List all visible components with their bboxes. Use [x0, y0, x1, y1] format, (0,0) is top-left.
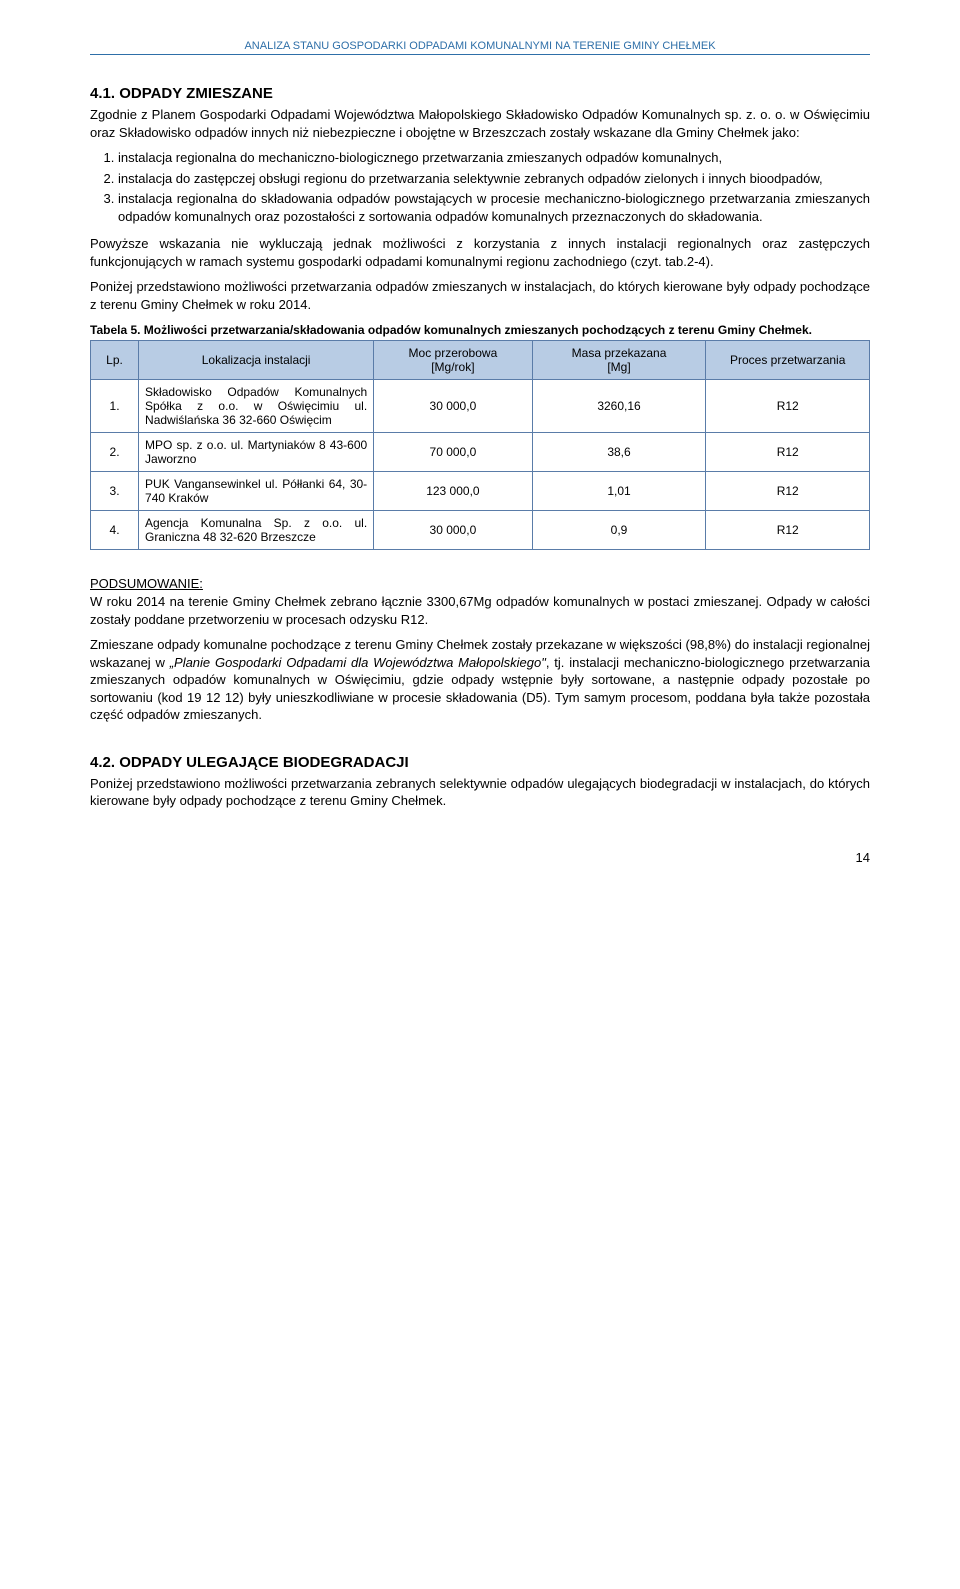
cell-loc: PUK Vangansewinkel ul. Półłanki 64, 30-7…: [139, 472, 374, 511]
cell-loc: Agencja Komunalna Sp. z o.o. ul. Granicz…: [139, 511, 374, 550]
cell-moc: 30 000,0: [374, 380, 532, 433]
section-41-title: ODPADY ZMIESZANE: [119, 85, 273, 102]
section-41-number: 4.1.: [90, 85, 115, 102]
summary-p1: W roku 2014 na terenie Gminy Chełmek zeb…: [90, 594, 870, 627]
col-masa-header: Masa przekazana[Mg]: [532, 341, 706, 380]
table-row: 3. PUK Vangansewinkel ul. Półłanki 64, 3…: [91, 472, 870, 511]
table-row: 2. MPO sp. z o.o. ul. Martyniaków 8 43-6…: [91, 433, 870, 472]
table-row: 4. Agencja Komunalna Sp. z o.o. ul. Gran…: [91, 511, 870, 550]
col-moc-header: Moc przerobowa[Mg/rok]: [374, 341, 532, 380]
cell-moc: 30 000,0: [374, 511, 532, 550]
cell-masa: 38,6: [532, 433, 706, 472]
section-41-para2: Powyższe wskazania nie wykluczają jednak…: [90, 235, 870, 270]
page-header-title: ANALIZA STANU GOSPODARKI ODPADAMI KOMUNA…: [90, 40, 870, 52]
table5: Lp. Lokalizacja instalacji Moc przerobow…: [90, 340, 870, 550]
table-row: 1. Składowisko Odpadów Komunalnych Spółk…: [91, 380, 870, 433]
table-header-row: Lp. Lokalizacja instalacji Moc przerobow…: [91, 341, 870, 380]
cell-lp: 2.: [91, 433, 139, 472]
cell-proc: R12: [706, 472, 870, 511]
section-42-para: Poniżej przedstawiono możliwości przetwa…: [90, 775, 870, 810]
section-41-para3: Poniżej przedstawiono możliwości przetwa…: [90, 278, 870, 313]
section-41-intro: Zgodnie z Planem Gospodarki Odpadami Woj…: [90, 106, 870, 141]
cell-loc: Składowisko Odpadów Komunalnych Spółka z…: [139, 380, 374, 433]
cell-masa: 3260,16: [532, 380, 706, 433]
cell-lp: 3.: [91, 472, 139, 511]
cell-proc: R12: [706, 511, 870, 550]
list-item: instalacja regionalna do składowania odp…: [118, 190, 870, 225]
cell-loc: MPO sp. z o.o. ul. Martyniaków 8 43-600 …: [139, 433, 374, 472]
page-number: 14: [90, 850, 870, 865]
section-42-heading: 4.2. ODPADY ULEGAJĄCE BIODEGRADACJI: [90, 754, 870, 771]
section-42-number: 4.2.: [90, 754, 115, 771]
cell-proc: R12: [706, 433, 870, 472]
section-41-list: instalacja regionalna do mechaniczno-bio…: [90, 149, 870, 225]
section-41-heading: 4.1. ODPADY ZMIESZANE: [90, 85, 870, 102]
summary-p2: Zmieszane odpady komunalne pochodzące z …: [90, 636, 870, 724]
list-item: instalacja regionalna do mechaniczno-bio…: [118, 149, 870, 167]
col-loc-header: Lokalizacja instalacji: [139, 341, 374, 380]
cell-lp: 4.: [91, 511, 139, 550]
section-42-title: ODPADY ULEGAJĄCE BIODEGRADACJI: [119, 754, 408, 771]
col-lp-header: Lp.: [91, 341, 139, 380]
summary-p2-italic: „Planie Gospodarki Odpadami dla Wojewódz…: [170, 655, 546, 670]
summary-heading: PODSUMOWANIE:: [90, 576, 203, 591]
cell-proc: R12: [706, 380, 870, 433]
cell-masa: 0,9: [532, 511, 706, 550]
col-proc-header: Proces przetwarzania: [706, 341, 870, 380]
header-rule: [90, 54, 870, 55]
cell-lp: 1.: [91, 380, 139, 433]
cell-masa: 1,01: [532, 472, 706, 511]
cell-moc: 70 000,0: [374, 433, 532, 472]
summary-block: PODSUMOWANIE: W roku 2014 na terenie Gmi…: [90, 575, 870, 628]
cell-moc: 123 000,0: [374, 472, 532, 511]
table5-caption: Tabela 5. Możliwości przetwarzania/skład…: [90, 323, 870, 337]
list-item: instalacja do zastępczej obsługi regionu…: [118, 170, 870, 188]
